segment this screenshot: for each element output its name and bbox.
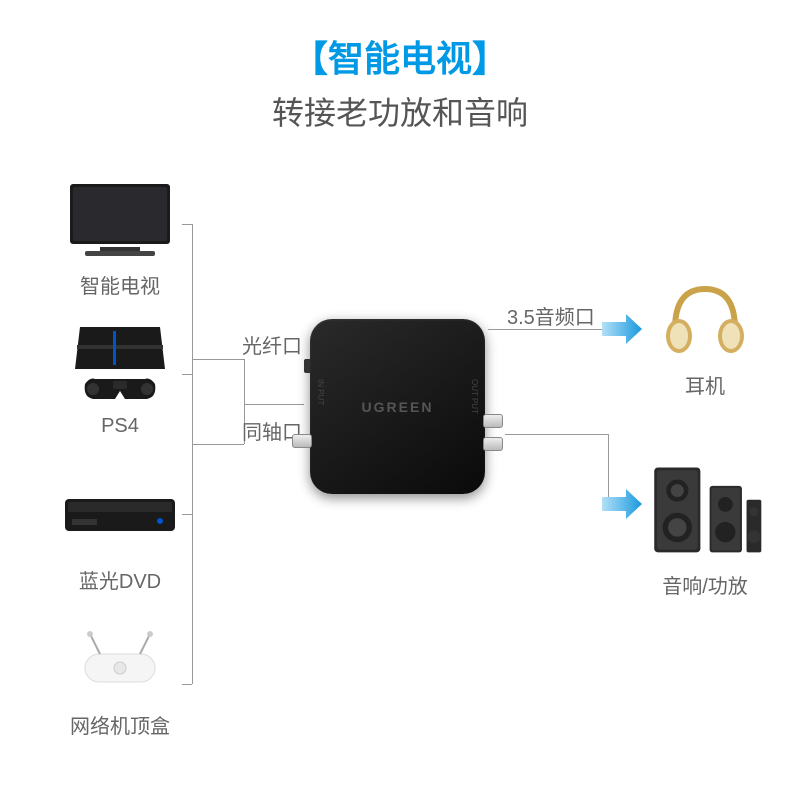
converter-output-label: OUT PUT — [470, 379, 479, 414]
settop-icon — [60, 614, 180, 704]
output-line-top — [488, 329, 608, 330]
title-bracket-close: 】 — [472, 38, 508, 79]
input-to-converter — [244, 404, 304, 405]
input-bracket-vertical — [192, 224, 193, 684]
input-bracket-3 — [182, 514, 192, 515]
subtitle: 转接老功放和音响 — [0, 88, 800, 134]
rca-out-jack-1 — [483, 414, 503, 428]
input-bracket-bottom — [182, 684, 192, 685]
title-bracket-open: 【 — [292, 38, 328, 79]
input-device-settop: 网络机顶盒 — [55, 614, 185, 739]
output-line-bottom-h — [505, 434, 608, 435]
diagram-area: 智能电视 PS4 蓝光DVD — [0, 144, 800, 784]
headphones-icon — [645, 274, 765, 364]
port-optical-label: 光纤口 — [242, 330, 302, 359]
input-device-ps4: PS4 — [55, 319, 185, 438]
bluray-icon — [60, 469, 180, 559]
rca-in-jack — [292, 434, 312, 448]
input-bracket-2 — [182, 374, 192, 375]
ps4-icon — [60, 319, 180, 409]
rca-out-jack-2 — [483, 437, 503, 451]
input-label-bluray: 蓝光DVD — [55, 565, 185, 594]
title-text: 智能电视 — [328, 38, 472, 79]
output-device-speakers: 音响/功放 — [630, 454, 780, 599]
input-label-settop: 网络机顶盒 — [55, 710, 185, 739]
title-main: 【智能电视】 — [0, 30, 800, 82]
input-label-tv: 智能电视 — [55, 270, 185, 299]
converter-brand: UGREEN — [362, 399, 434, 415]
output-device-headphones: 耳机 — [630, 274, 780, 399]
input-to-coax — [192, 444, 244, 445]
converter-input-label: IN PUT — [316, 379, 325, 405]
input-device-bluray: 蓝光DVD — [55, 469, 185, 594]
input-to-optical — [192, 359, 244, 360]
output-label-speakers: 音响/功放 — [630, 570, 780, 599]
input-bracket-top — [182, 224, 192, 225]
output-label-headphones: 耳机 — [630, 370, 780, 399]
input-device-tv: 智能电视 — [55, 174, 185, 299]
tv-icon — [60, 174, 180, 264]
port-35-label: 3.5音频口 — [507, 301, 595, 330]
input-label-ps4: PS4 — [55, 415, 185, 438]
speakers-icon — [645, 454, 765, 564]
title-area: 【智能电视】 转接老功放和音响 — [0, 0, 800, 134]
optical-in-port — [304, 359, 310, 373]
converter-box: UGREEN IN PUT OUT PUT — [310, 319, 485, 494]
